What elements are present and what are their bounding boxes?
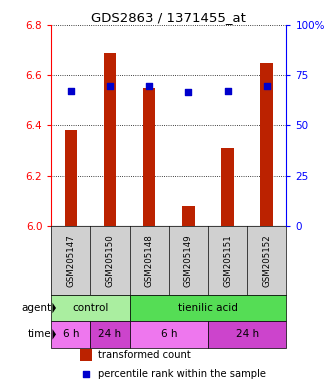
Text: control: control xyxy=(72,303,109,313)
Text: 24 h: 24 h xyxy=(99,329,121,339)
Bar xyxy=(260,63,273,226)
Point xyxy=(186,89,191,95)
Text: 6 h: 6 h xyxy=(161,329,177,339)
Point xyxy=(264,83,269,89)
Text: GSM205147: GSM205147 xyxy=(67,234,75,287)
Text: 24 h: 24 h xyxy=(236,329,259,339)
Point xyxy=(107,83,113,89)
Bar xyxy=(208,321,286,348)
Text: GSM205152: GSM205152 xyxy=(262,234,271,287)
Bar xyxy=(104,53,116,226)
Point xyxy=(68,88,73,94)
Bar xyxy=(182,206,195,226)
Polygon shape xyxy=(53,329,56,339)
Bar xyxy=(51,321,90,348)
Text: GSM205149: GSM205149 xyxy=(184,234,193,286)
Text: transformed count: transformed count xyxy=(98,350,191,360)
Point xyxy=(147,83,152,89)
Bar xyxy=(221,148,234,226)
Bar xyxy=(65,131,77,226)
Text: 6 h: 6 h xyxy=(63,329,79,339)
Text: GSM205151: GSM205151 xyxy=(223,234,232,287)
Text: tienilic acid: tienilic acid xyxy=(178,303,238,313)
Point xyxy=(225,88,230,94)
Text: GSM205148: GSM205148 xyxy=(145,234,154,287)
Text: time: time xyxy=(28,329,51,339)
Bar xyxy=(130,295,286,321)
Bar xyxy=(130,321,208,348)
Bar xyxy=(51,295,130,321)
Bar xyxy=(79,349,92,361)
Text: percentile rank within the sample: percentile rank within the sample xyxy=(98,369,266,379)
Bar xyxy=(90,321,130,348)
Bar xyxy=(143,88,156,226)
Title: GDS2863 / 1371455_at: GDS2863 / 1371455_at xyxy=(91,11,246,24)
Text: GSM205150: GSM205150 xyxy=(106,234,115,287)
Point xyxy=(83,371,88,377)
Polygon shape xyxy=(53,303,56,313)
Text: agent: agent xyxy=(21,303,51,313)
